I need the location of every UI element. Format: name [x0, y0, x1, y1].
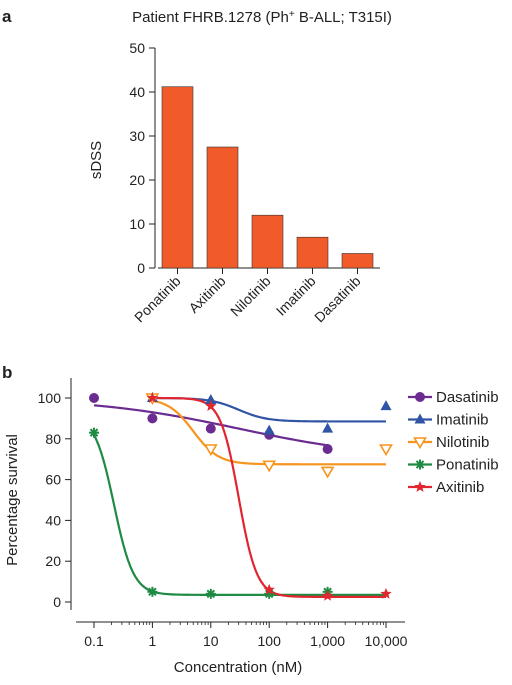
point-ponatinib	[147, 586, 158, 597]
fit-curve-imatinib	[152, 396, 386, 423]
dose-x-tick-label: 10,000	[365, 633, 408, 649]
dose-response-axes: 0 20 40 60 80 100 0.1 1 10 100 1,000 10,000	[38, 378, 408, 649]
bar-x-tick-label: Imatinib	[273, 273, 319, 319]
legend-label: Dasatinib	[436, 389, 499, 406]
point-dasatinib	[147, 413, 158, 424]
point-imatinib	[205, 394, 217, 405]
bar-x-tick-label: Ponatinib	[131, 273, 184, 326]
point-ponatinib	[322, 586, 333, 597]
point-dasatinib	[205, 423, 216, 434]
legend-label: Nilotinib	[436, 434, 489, 451]
point-nilotinib	[145, 393, 160, 406]
legend-item-nilotinib: Nilotinib	[408, 434, 489, 451]
point-imatinib	[380, 400, 392, 411]
legend-label: Axitinib	[436, 479, 484, 496]
point-axitinib	[146, 392, 159, 403]
point-axitinib	[380, 587, 392, 599]
dose-x-tick-label: 100	[258, 633, 282, 649]
dose-response-legend: Dasatinib Imatinib Nilotinib Ponatinib Axiti…	[408, 389, 499, 496]
point-ponatinib	[89, 427, 99, 438]
panel-b-label: b	[2, 363, 12, 382]
point-dasatinib	[264, 429, 275, 440]
dose-x-tick-label: 1,000	[310, 633, 345, 649]
dose-response-y-axis-label: Percentage survival	[4, 434, 21, 566]
bar-y-tick-label: 0	[137, 260, 145, 276]
point-imatinib	[322, 422, 334, 433]
legend-marker-axitinib	[414, 481, 426, 492]
bar-chart-bars	[161, 86, 374, 269]
legend-item-axitinib: Axitinib	[408, 479, 484, 496]
bar-axitinib	[206, 146, 239, 269]
point-imatinib	[263, 424, 275, 435]
dose-y-tick-label: 60	[45, 472, 61, 488]
point-dasatinib	[322, 444, 333, 454]
dose-x-tick-label: 0.1	[84, 633, 104, 649]
legend-item-dasatinib: Dasatinib	[408, 389, 499, 406]
bar-nilotinib	[251, 214, 284, 269]
legend-marker-dasatinib	[415, 392, 425, 402]
legend-marker-ponatinib	[415, 459, 425, 470]
fit-curve-dasatinib	[93, 404, 328, 447]
bar-chart-title: Patient FHRB.1278 (Ph+ B-ALL; T315I)	[132, 9, 392, 27]
dose-y-tick-label: 40	[45, 512, 61, 528]
bar-x-tick-label: Nilotinib	[227, 273, 274, 320]
fit-curve-axitinib	[152, 396, 386, 598]
bar-y-tick-label: 20	[129, 172, 145, 188]
fit-curve-nilotinib	[152, 399, 386, 466]
point-nilotinib	[320, 466, 335, 479]
bar-x-tick-label: Dasatinib	[311, 273, 364, 326]
dose-x-tick-label: 10	[203, 633, 219, 649]
bar-chart-sdss: a Patient FHRB.1278 (Ph+ B-ALL; T315I) s…	[2, 7, 392, 326]
bar-dasatinib	[341, 253, 374, 269]
dose-response-points	[89, 392, 393, 601]
point-nilotinib	[203, 444, 218, 457]
dose-response-x-axis-label: Concentration (nM)	[174, 659, 302, 676]
dose-y-tick-label: 0	[53, 594, 61, 610]
legend-label: Imatinib	[436, 412, 489, 429]
point-imatinib	[146, 392, 158, 402]
bar-y-tick-label: 10	[129, 216, 145, 232]
dose-y-tick-label: 80	[45, 431, 61, 447]
fit-curve-ponatinib	[93, 434, 386, 596]
point-nilotinib	[262, 460, 277, 473]
legend-item-ponatinib: Ponatinib	[408, 457, 499, 474]
dose-x-tick-label: 1	[149, 633, 157, 649]
bar-imatinib	[296, 236, 329, 269]
bar-y-tick-label: 50	[129, 40, 145, 56]
point-ponatinib	[205, 588, 216, 599]
bar-y-tick-label: 30	[129, 128, 145, 144]
legend-item-imatinib: Imatinib	[408, 412, 489, 429]
point-axitinib	[205, 400, 217, 412]
point-dasatinib	[89, 393, 99, 403]
dose-y-tick-label: 100	[38, 390, 62, 406]
bar-ponatinib	[161, 86, 194, 269]
bar-x-tick-label: Axitinib	[185, 273, 228, 316]
panel-a-label: a	[2, 7, 12, 26]
bar-y-tick-label: 40	[129, 84, 145, 100]
dose-response-fit-curves	[93, 396, 386, 598]
point-ponatinib	[264, 588, 275, 599]
bar-chart-y-axis-label: sDSS	[88, 141, 105, 179]
point-nilotinib	[379, 444, 393, 457]
legend-marker-nilotinib	[413, 437, 427, 450]
point-axitinib	[321, 589, 334, 601]
legend-label: Ponatinib	[436, 457, 499, 474]
dose-y-tick-label: 20	[45, 553, 61, 569]
point-axitinib	[263, 583, 275, 595]
legend-marker-imatinib	[414, 413, 426, 424]
